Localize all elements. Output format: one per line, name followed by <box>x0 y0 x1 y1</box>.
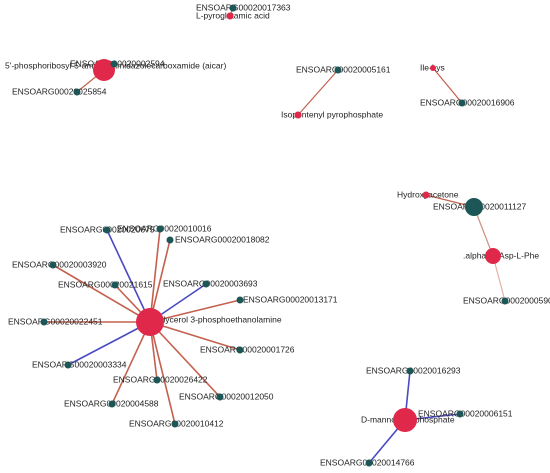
edge <box>52 264 151 323</box>
edge <box>149 321 241 351</box>
gene-node <box>458 99 466 107</box>
node-label: ENSOARG00020006151 <box>418 408 513 418</box>
node-label: ENSOARG00020010016 <box>117 223 212 233</box>
gene-node <box>365 459 373 467</box>
metabolite-node <box>294 111 302 119</box>
labels: L-pyroglutamic acidENSOARG000200173635'-… <box>5 2 550 467</box>
gene-node <box>49 261 57 269</box>
node-label: ENSOARG00020018082 <box>175 234 270 244</box>
edge <box>149 299 241 323</box>
node-label: ENSOARG00020005161 <box>296 64 391 74</box>
gene-node <box>216 393 224 401</box>
metabolite-node <box>393 408 417 432</box>
edge <box>297 69 339 116</box>
edge <box>432 67 463 104</box>
edge <box>149 321 221 398</box>
node-label: ENSOARG00020013171 <box>243 294 338 304</box>
gene-node <box>229 4 237 12</box>
edge <box>111 321 151 405</box>
node-label: ENSOARG00020022451 <box>8 316 103 326</box>
node-label: ENSOARG00020003920 <box>12 259 107 269</box>
edge <box>106 229 151 323</box>
gene-node <box>111 281 119 289</box>
gene-node <box>110 60 118 68</box>
node-label: ENSOARG00020012050 <box>179 391 274 401</box>
node-label: ENSOARG00020003693 <box>163 278 258 288</box>
node-label: .alpha.-L-Asp-L-Phe <box>463 250 539 260</box>
node-label: Isopentenyl pyrophosphate <box>281 109 383 119</box>
gene-node <box>153 376 161 384</box>
edge <box>149 239 171 323</box>
gene-node <box>108 400 116 408</box>
gene-node <box>64 361 72 369</box>
gene-node <box>501 297 509 305</box>
gene-node <box>156 225 164 233</box>
node-label: ENSOARG00020025854 <box>12 86 107 96</box>
edges <box>44 7 506 464</box>
metabolite-node <box>422 191 430 199</box>
metabolite-node <box>226 12 234 20</box>
gene-node <box>334 66 342 74</box>
gene-node <box>103 226 111 234</box>
metabolite-node <box>485 248 501 264</box>
node-label: ENSOARG00020017363 <box>196 2 291 12</box>
gene-node <box>236 296 244 304</box>
node-label: ENSOARG00020021615 <box>58 279 153 289</box>
edge <box>149 321 176 425</box>
metabolite-node <box>136 308 164 336</box>
gene-node <box>465 198 483 216</box>
node-label: ENSOARG00020003334 <box>32 359 127 369</box>
edge <box>149 228 161 323</box>
node-label: ENSOARG00020016906 <box>420 97 515 107</box>
gene-node <box>202 280 210 288</box>
gene-node <box>166 236 174 244</box>
metabolite-node <box>93 59 115 81</box>
metabolite-node <box>430 65 436 71</box>
gene-node <box>456 410 464 418</box>
nodes <box>40 4 509 467</box>
gene-node <box>236 346 244 354</box>
gene-node <box>73 88 81 96</box>
gene-node <box>40 318 48 326</box>
node-label: ENSOARG00020001726 <box>200 344 295 354</box>
gene-node <box>406 367 414 375</box>
node-label: sn-Glycerol 3-phosphoethanolamine <box>145 314 282 324</box>
edge <box>67 321 151 366</box>
gene-node <box>171 420 179 428</box>
